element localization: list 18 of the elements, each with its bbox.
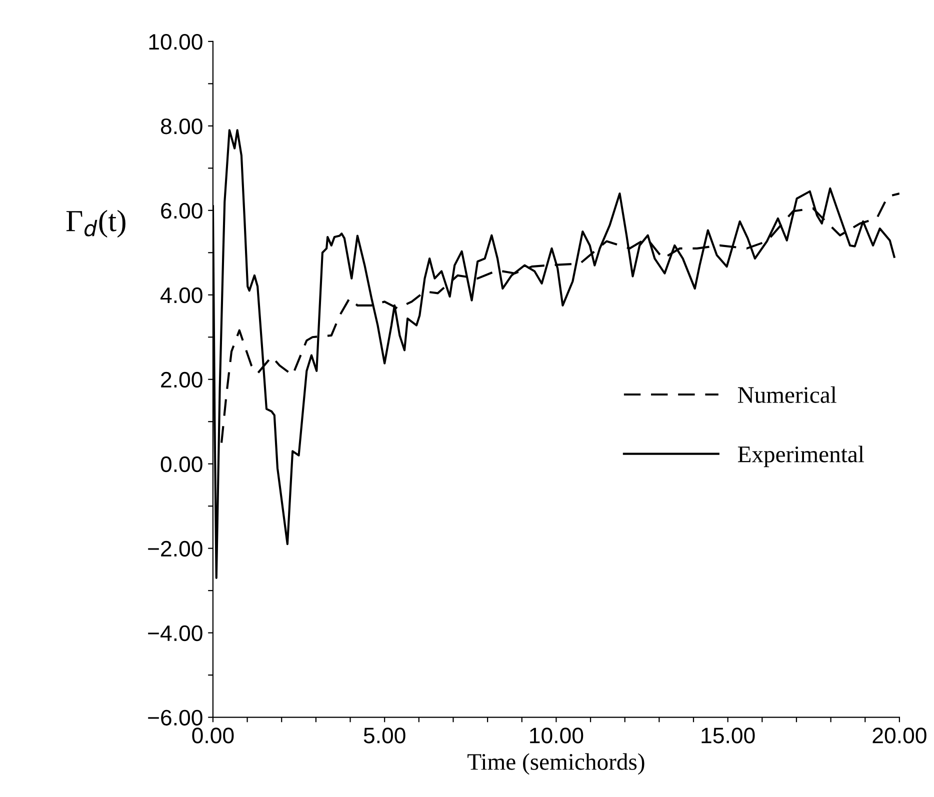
y-tick-label: 0.00 xyxy=(160,456,202,472)
y-tick-label: −2.00 xyxy=(148,540,202,557)
x-tick-label: 15.00 xyxy=(702,728,755,744)
x-axis-title: Time (semichords) xyxy=(468,753,644,775)
y-tick-label: −6.00 xyxy=(148,710,202,726)
y-tick-label: 10.00 xyxy=(149,34,202,50)
legend-label: Numerical xyxy=(738,386,836,403)
y-tick-label: 4.00 xyxy=(160,287,202,304)
y-tick-label: −4.00 xyxy=(148,625,202,642)
x-tick-label: 20.00 xyxy=(872,728,926,744)
x-tick-label: 0.00 xyxy=(192,728,234,744)
x-tick-label: 10.00 xyxy=(530,728,584,744)
x-tick-label: 5.00 xyxy=(364,728,406,744)
y-axis-title: Γ$_{d}$(t) xyxy=(66,210,126,238)
y-tick-label: 6.00 xyxy=(161,202,202,219)
y-tick-label: 8.00 xyxy=(160,118,202,134)
y-tick-label: 2.00 xyxy=(161,372,202,388)
legend-label: Experimental xyxy=(738,446,864,468)
